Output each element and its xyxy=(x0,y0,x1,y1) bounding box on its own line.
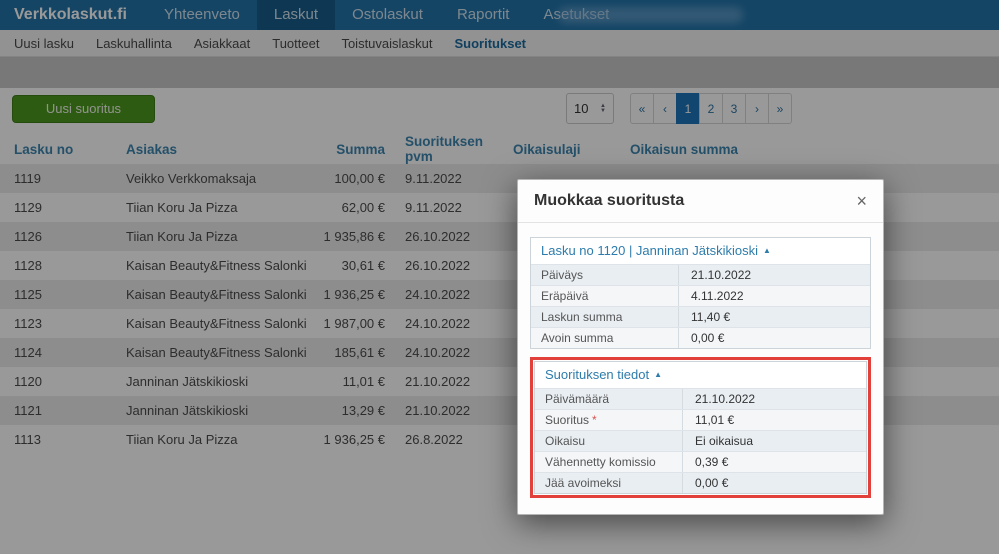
field-row-er-p-iv: Eräpäivä 4.11.2022 xyxy=(531,285,870,306)
field-value[interactable]: 0,00 € xyxy=(683,473,866,493)
payment-section-rows: Päivämäärä21.10.2022Suoritus*11,01 €Oika… xyxy=(535,388,866,493)
collapse-up-icon: ▲ xyxy=(654,370,662,379)
field-label: Vähennetty komissio xyxy=(535,452,683,472)
invoice-section-toggle[interactable]: Lasku no 1120 | Janninan Jätskikioski ▲ xyxy=(531,238,870,264)
field-label: Suoritus* xyxy=(535,410,683,430)
field-value[interactable]: Ei oikaisua xyxy=(683,431,866,451)
field-row-p-iv-m-r: Päivämäärä 21.10.2022 xyxy=(535,388,866,409)
field-value[interactable]: 21.10.2022 xyxy=(679,265,870,285)
field-label-text: Päivämäärä xyxy=(545,392,609,406)
field-label: Päivämäärä xyxy=(535,389,683,409)
modal-header: Muokkaa suoritusta × xyxy=(518,180,883,223)
field-label-text: Avoin summa xyxy=(541,331,613,345)
field-label-text: Vähennetty komissio xyxy=(545,455,656,469)
field-label-text: Oikaisu xyxy=(545,434,585,448)
field-label-text: Laskun summa xyxy=(541,310,622,324)
field-label: Jää avoimeksi xyxy=(535,473,683,493)
invoice-section-rows: Päiväys21.10.2022Eräpäivä4.11.2022Laskun… xyxy=(531,264,870,348)
field-value[interactable]: 11,40 € xyxy=(679,307,870,327)
field-label-text: Suoritus xyxy=(545,413,589,427)
field-value[interactable]: 4.11.2022 xyxy=(679,286,870,306)
field-label-text: Jää avoimeksi xyxy=(545,476,621,490)
red-highlight-box: Suorituksen tiedot ▲ Päivämäärä 21.10.2022… xyxy=(530,357,871,498)
payment-section-toggle[interactable]: Suorituksen tiedot ▲ xyxy=(535,362,866,388)
collapse-up-icon: ▲ xyxy=(763,246,771,255)
required-asterisk: * xyxy=(592,413,597,427)
field-row-avoin-summa: Avoin summa 0,00 € xyxy=(531,327,870,348)
field-row-oikaisu: Oikaisu Ei oikaisua xyxy=(535,430,866,451)
invoice-section-header: Lasku no 1120 | Janninan Jätskikioski xyxy=(541,243,758,258)
payment-info-section: Suorituksen tiedot ▲ Päivämäärä 21.10.2022… xyxy=(534,361,867,494)
field-label: Päiväys xyxy=(531,265,679,285)
payment-section-header: Suorituksen tiedot xyxy=(545,367,649,382)
field-label: Oikaisu xyxy=(535,431,683,451)
field-value[interactable]: 0,39 € xyxy=(683,452,866,472)
field-value[interactable]: 11,01 € xyxy=(683,410,866,430)
edit-payment-modal: Muokkaa suoritusta × Lasku no 1120 | Jan… xyxy=(517,179,884,515)
field-value[interactable]: 21.10.2022 xyxy=(683,389,866,409)
field-label-text: Eräpäivä xyxy=(541,289,588,303)
invoice-info-section: Lasku no 1120 | Janninan Jätskikioski ▲ P… xyxy=(530,237,871,349)
field-row-suoritus: Suoritus*11,01 € xyxy=(535,409,866,430)
field-row-laskun-summa: Laskun summa 11,40 € xyxy=(531,306,870,327)
field-label: Avoin summa xyxy=(531,328,679,348)
field-label-text: Päiväys xyxy=(541,268,583,282)
field-row-p-iv-ys: Päiväys 21.10.2022 xyxy=(531,264,870,285)
modal-body: Lasku no 1120 | Janninan Jätskikioski ▲ P… xyxy=(518,223,883,514)
field-label: Laskun summa xyxy=(531,307,679,327)
field-row-j-avoimeksi: Jää avoimeksi 0,00 € xyxy=(535,472,866,493)
modal-title: Muokkaa suoritusta xyxy=(534,192,684,210)
app-screen: Verkkolaskut.fi YhteenvetoLaskutOstolask… xyxy=(0,0,999,554)
close-icon[interactable]: × xyxy=(856,192,867,210)
field-row-v-hennetty-komissio: Vähennetty komissio 0,39 € xyxy=(535,451,866,472)
field-value[interactable]: 0,00 € xyxy=(679,328,870,348)
field-label: Eräpäivä xyxy=(531,286,679,306)
